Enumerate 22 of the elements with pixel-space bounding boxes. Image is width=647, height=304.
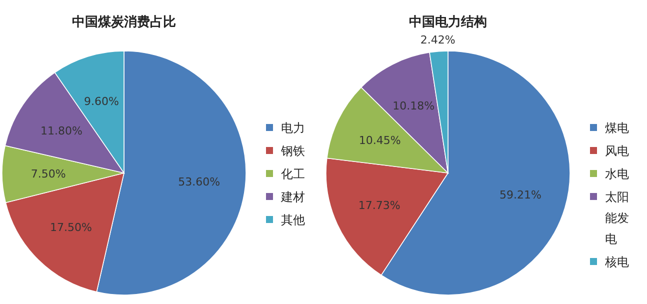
legend-label: 水电	[604, 167, 628, 181]
data-label: 59.21%	[499, 188, 541, 202]
legend-label: 电力	[281, 121, 305, 135]
chart-title: 中国电力结构	[408, 15, 486, 30]
data-label: 11.80%	[40, 124, 82, 138]
legend-label: 煤电	[604, 121, 628, 135]
legend-label: 风电	[604, 144, 628, 158]
data-label: 10.18%	[392, 100, 434, 113]
legend-label: 太阳能发电	[604, 190, 628, 246]
legend-label: 核电	[604, 255, 628, 269]
legend-label: 化工	[281, 167, 305, 181]
data-label: 2.42%	[420, 33, 455, 46]
legend-label: 建材	[280, 190, 305, 204]
data-label: 7.50%	[30, 168, 66, 181]
legend-label: 其他	[281, 213, 305, 227]
data-label: 17.50%	[50, 220, 92, 234]
data-label: 53.60%	[178, 176, 220, 189]
legend-label: 钢铁	[280, 144, 305, 158]
chart-title: 中国煤炭消费占比	[72, 15, 176, 30]
data-label: 9.60%	[84, 94, 120, 108]
data-label: 17.73%	[358, 198, 400, 212]
data-label: 10.45%	[358, 134, 400, 148]
